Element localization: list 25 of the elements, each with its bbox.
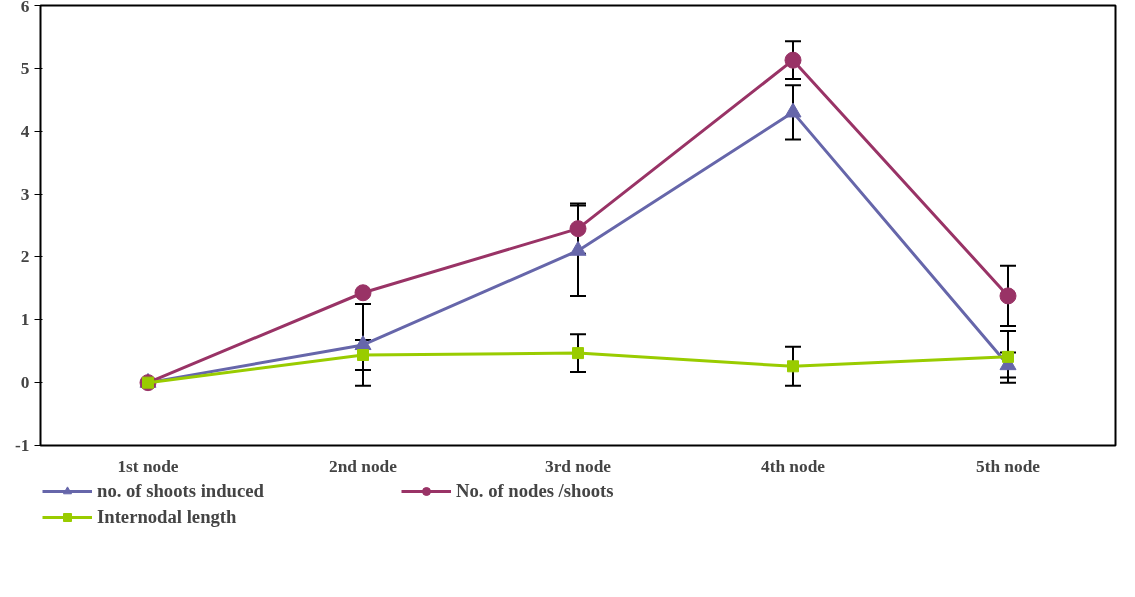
- legend-label: no. of shoots induced: [97, 480, 265, 502]
- point: [572, 347, 584, 360]
- point: [1002, 350, 1014, 363]
- y-tick-label: 2: [20, 247, 30, 267]
- x-tick-label: 1st node: [117, 456, 179, 476]
- point: [569, 220, 587, 238]
- y-tick-label: 5: [20, 58, 30, 78]
- y-tick-label: 4: [20, 121, 30, 141]
- point: [787, 360, 799, 373]
- point: [357, 348, 369, 361]
- point: [354, 284, 372, 302]
- x-tick-label: 5th node: [975, 456, 1041, 476]
- y-tick-label: -1: [15, 436, 30, 455]
- point: [784, 51, 802, 69]
- x-tick-label: 2nd node: [329, 456, 398, 476]
- y-tick-label: 1: [20, 310, 30, 330]
- legend-label: Internodal length: [97, 506, 238, 528]
- point: [999, 287, 1017, 305]
- x-tick-label: 4th node: [760, 456, 826, 476]
- y-tick-label: 3: [20, 184, 30, 204]
- x-tick-label: 3rd node: [545, 456, 612, 476]
- y-tick-label: 0: [20, 373, 30, 393]
- point: [354, 335, 372, 351]
- legend-label: No. of nodes /shoots: [456, 480, 615, 502]
- y-tick-label: 6: [20, 0, 30, 16]
